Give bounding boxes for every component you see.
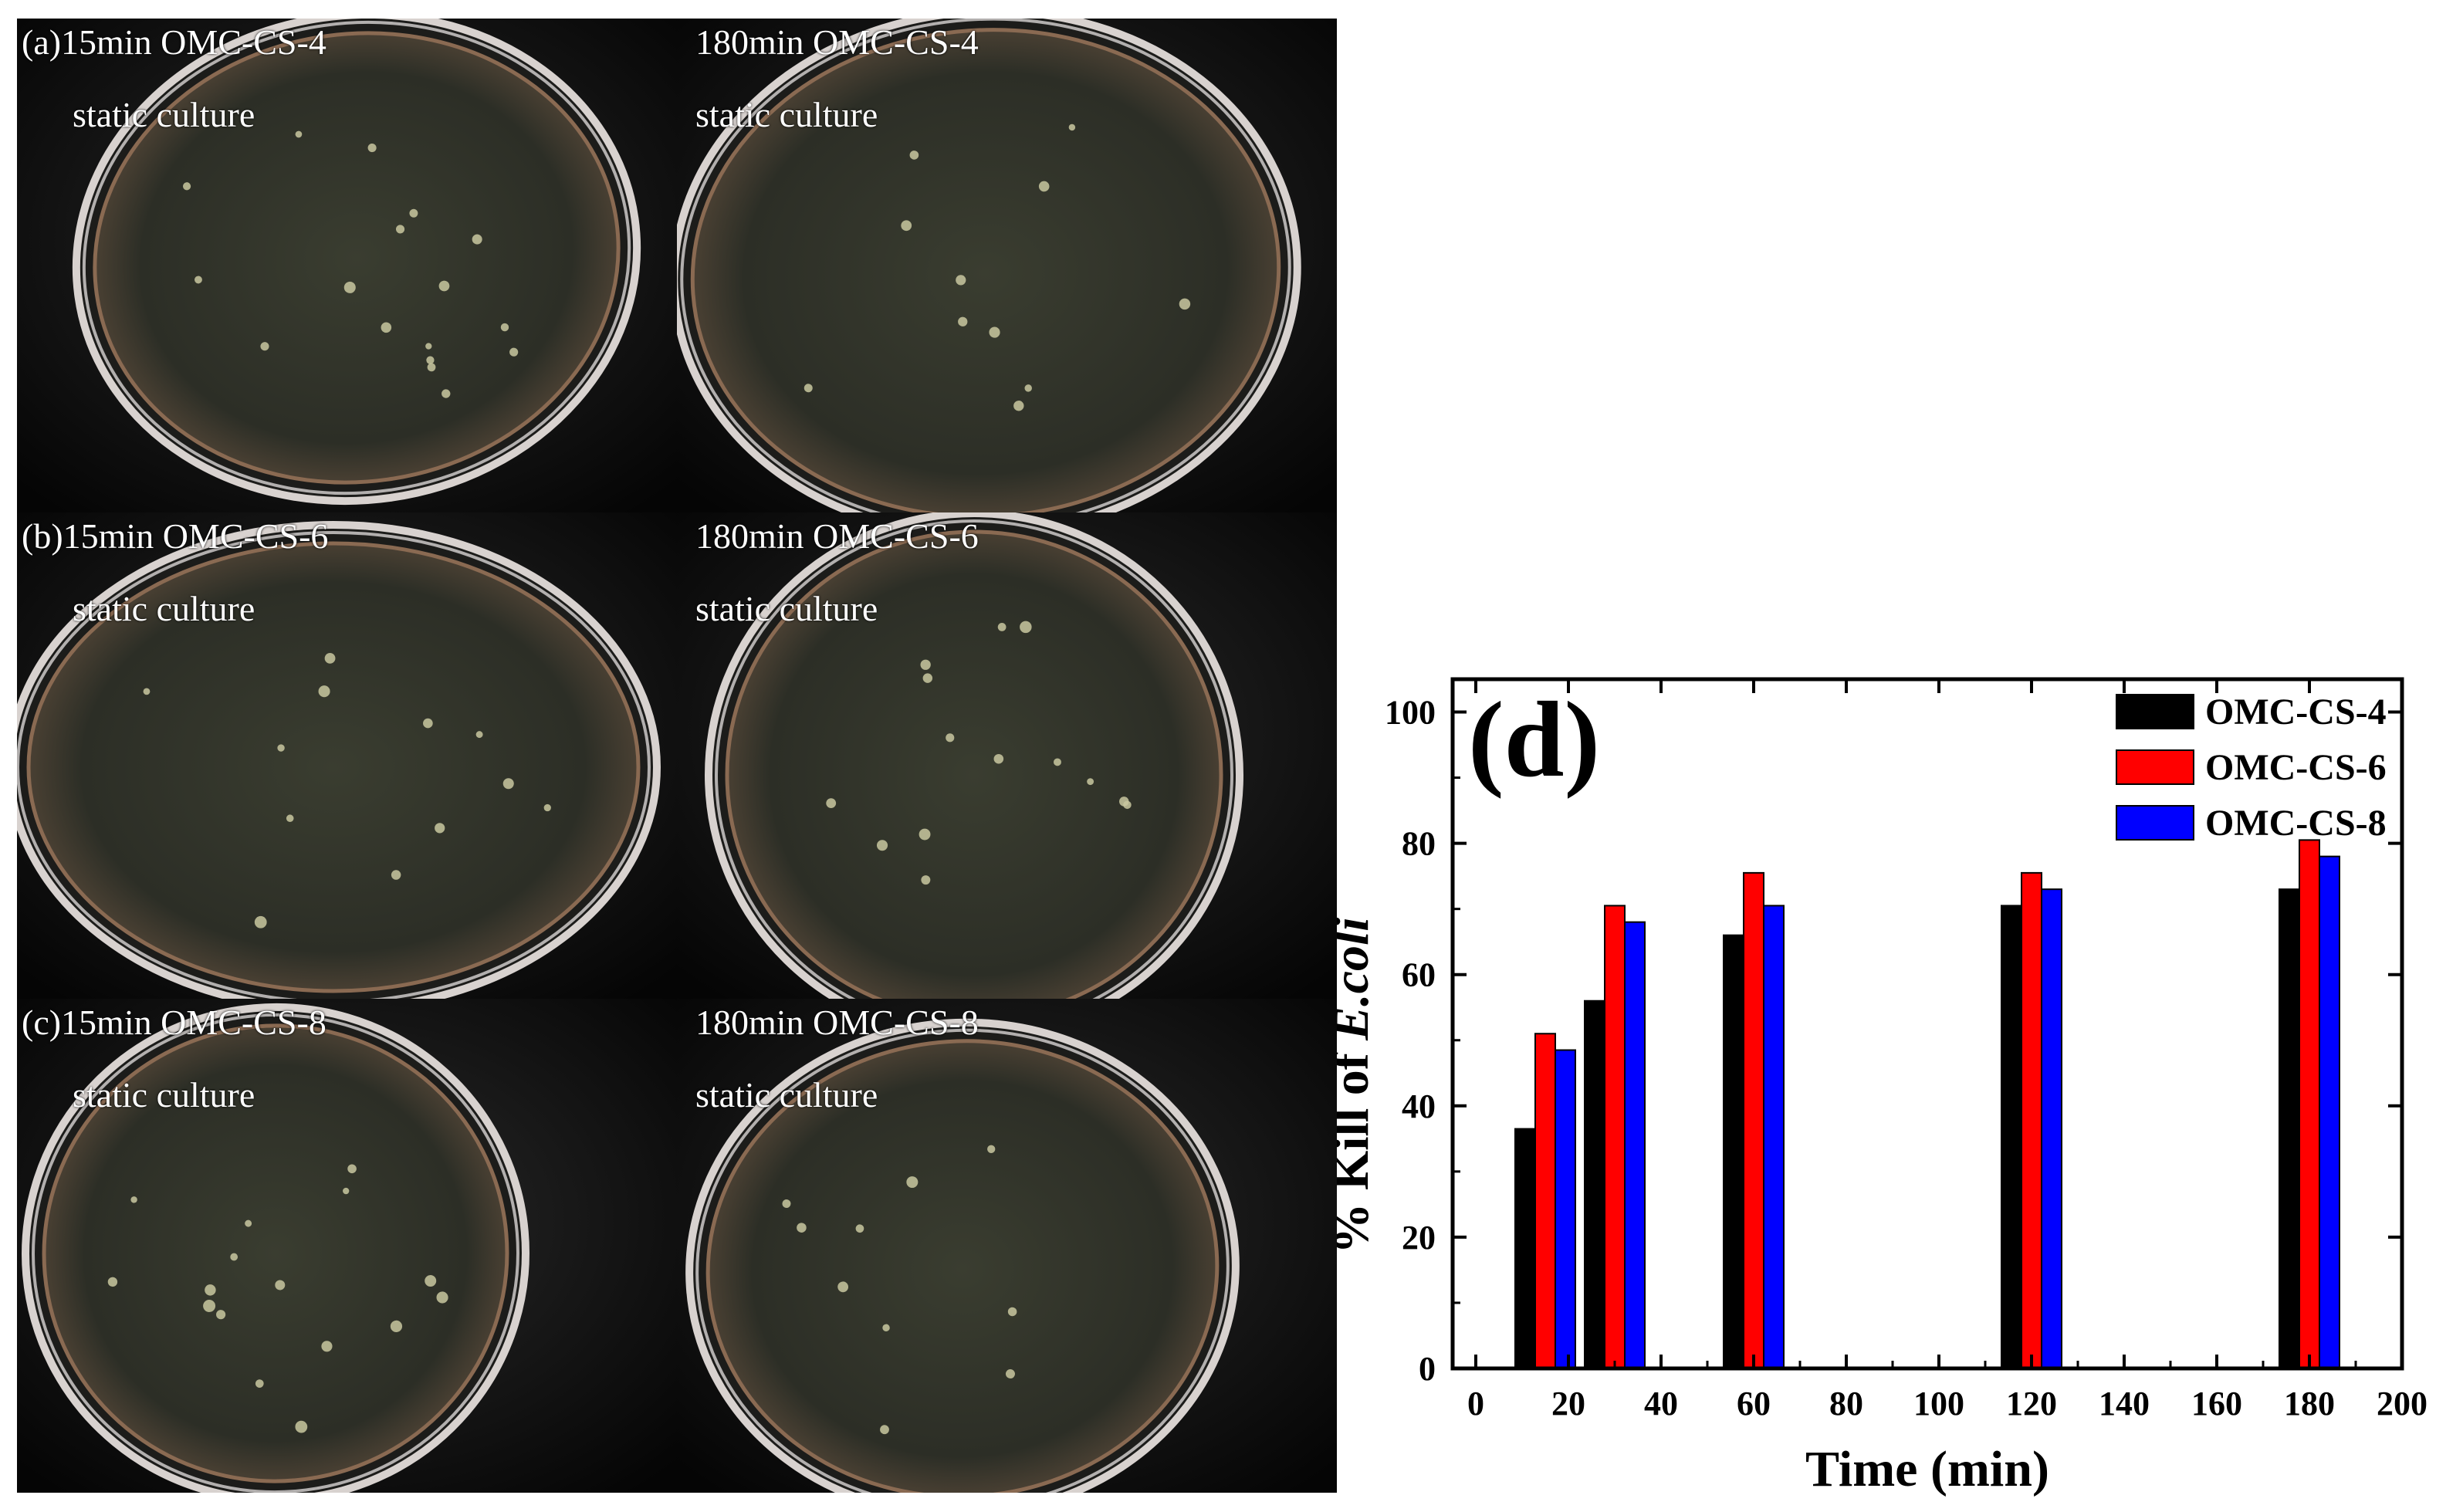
y-tick-label: 60 bbox=[1402, 956, 1436, 994]
petri-dish-photo bbox=[17, 19, 677, 512]
bar-omc-cs-8 bbox=[2041, 888, 2062, 1369]
x-tick-label: 60 bbox=[1737, 1385, 1771, 1422]
bar-omc-cs-8 bbox=[1555, 1049, 1576, 1369]
panel-title: (c)15min OMC-CS-8 bbox=[22, 1003, 326, 1042]
panel-title: (a)15min OMC-CS-4 bbox=[22, 22, 326, 62]
x-tick-label: 40 bbox=[1644, 1385, 1678, 1422]
legend-label-omc-cs-8: OMC-CS-8 bbox=[2205, 803, 2387, 844]
bar-omc-cs-6 bbox=[1743, 871, 1764, 1369]
bar-omc-cs-8 bbox=[2319, 855, 2340, 1369]
y-axis-label-prefix: % Kill of bbox=[1337, 1040, 1379, 1254]
panel-subtitle: static culture bbox=[73, 95, 255, 134]
y-axis-label-species: E.coli bbox=[1337, 917, 1379, 1041]
y-axis-label: % Kill of E.coli bbox=[1337, 917, 1379, 1254]
petri-dish-photo bbox=[17, 512, 677, 999]
x-tick-label: 100 bbox=[1913, 1385, 1964, 1422]
petri-dish-photo bbox=[677, 512, 1337, 999]
bar-omc-cs-8 bbox=[1624, 921, 1646, 1369]
y-tick-label: 40 bbox=[1402, 1087, 1436, 1125]
panel-title: (b)15min OMC-CS-6 bbox=[22, 516, 329, 556]
legend-swatch-omc-cs-6 bbox=[2116, 749, 2194, 785]
y-tick-label: 100 bbox=[1385, 694, 1436, 732]
x-tick-label: 200 bbox=[2377, 1385, 2427, 1422]
x-tick-label: 140 bbox=[2099, 1385, 2150, 1422]
petri-dish-panel: 180min OMC-CS-4 static culture bbox=[677, 19, 1337, 512]
legend-label-omc-cs-4: OMC-CS-4 bbox=[2205, 692, 2387, 732]
petri-dish-panel: (c)15min OMC-CS-8 static culture bbox=[17, 999, 677, 1493]
bar-omc-cs-8 bbox=[1763, 905, 1785, 1369]
x-tick-label: 160 bbox=[2191, 1385, 2242, 1422]
y-tick-label: 80 bbox=[1402, 825, 1436, 863]
x-tick-label: 120 bbox=[2006, 1385, 2057, 1422]
chart-svg: 0 20 40 60 80 100 120 140 160 180 200 0 20 40 60 80 100 T… bbox=[1337, 677, 2427, 1497]
petri-dish-panel: 180min OMC-CS-6 static culture bbox=[677, 512, 1337, 999]
panel-title: 180min OMC-CS-6 bbox=[695, 516, 979, 556]
panel-title: 180min OMC-CS-4 bbox=[695, 22, 979, 62]
bar-omc-cs-4 bbox=[2001, 905, 2022, 1369]
petri-dish-photo bbox=[17, 999, 677, 1493]
bar-omc-cs-4 bbox=[2279, 888, 2300, 1369]
legend-swatch-omc-cs-4 bbox=[2116, 694, 2194, 729]
chart-panel-title: (d) bbox=[1468, 680, 1600, 800]
x-tick-label: 0 bbox=[1467, 1385, 1484, 1422]
plot-frame bbox=[1450, 677, 2404, 1371]
panel-subtitle: static culture bbox=[73, 1075, 255, 1115]
panel-subtitle: static culture bbox=[695, 95, 878, 134]
petri-dish-photo-grid: (a)15min OMC-CS-4 static culture 180min OM… bbox=[17, 19, 1337, 1493]
bar-omc-cs-4 bbox=[1514, 1128, 1536, 1369]
kill-rate-chart: 0 20 40 60 80 100 120 140 160 180 200 0 20 40 60 80 100 T… bbox=[1337, 0, 2463, 1512]
x-axis-label: Time (min) bbox=[1805, 1441, 2049, 1497]
y-tick-label: 20 bbox=[1402, 1219, 1436, 1257]
x-tick-label: 180 bbox=[2284, 1385, 2335, 1422]
bar-omc-cs-6 bbox=[2299, 839, 2320, 1370]
x-tick-label: 80 bbox=[1829, 1385, 1863, 1422]
legend-label-omc-cs-6: OMC-CS-6 bbox=[2205, 747, 2387, 788]
petri-dish-panel: 180min OMC-CS-8 static culture bbox=[677, 999, 1337, 1493]
x-tick-label: 20 bbox=[1551, 1385, 1585, 1422]
bar-omc-cs-6 bbox=[1604, 905, 1626, 1369]
panel-title: 180min OMC-CS-8 bbox=[695, 1003, 979, 1042]
bar-omc-cs-4 bbox=[1584, 1000, 1605, 1369]
bar-omc-cs-6 bbox=[2021, 871, 2042, 1369]
petri-dish-panel: (a)15min OMC-CS-4 static culture bbox=[17, 19, 677, 512]
legend-swatch-omc-cs-8 bbox=[2116, 805, 2194, 841]
panel-subtitle: static culture bbox=[695, 589, 878, 628]
y-tick-label: 0 bbox=[1419, 1350, 1436, 1388]
petri-dish-photo bbox=[677, 19, 1337, 512]
bar-omc-cs-4 bbox=[1723, 934, 1744, 1369]
petri-dish-panel: (b)15min OMC-CS-6 static culture bbox=[17, 512, 677, 999]
bar-omc-cs-6 bbox=[1534, 1033, 1556, 1370]
petri-dish-photo bbox=[677, 999, 1337, 1493]
panel-subtitle: static culture bbox=[695, 1075, 878, 1115]
panel-subtitle: static culture bbox=[73, 589, 255, 628]
